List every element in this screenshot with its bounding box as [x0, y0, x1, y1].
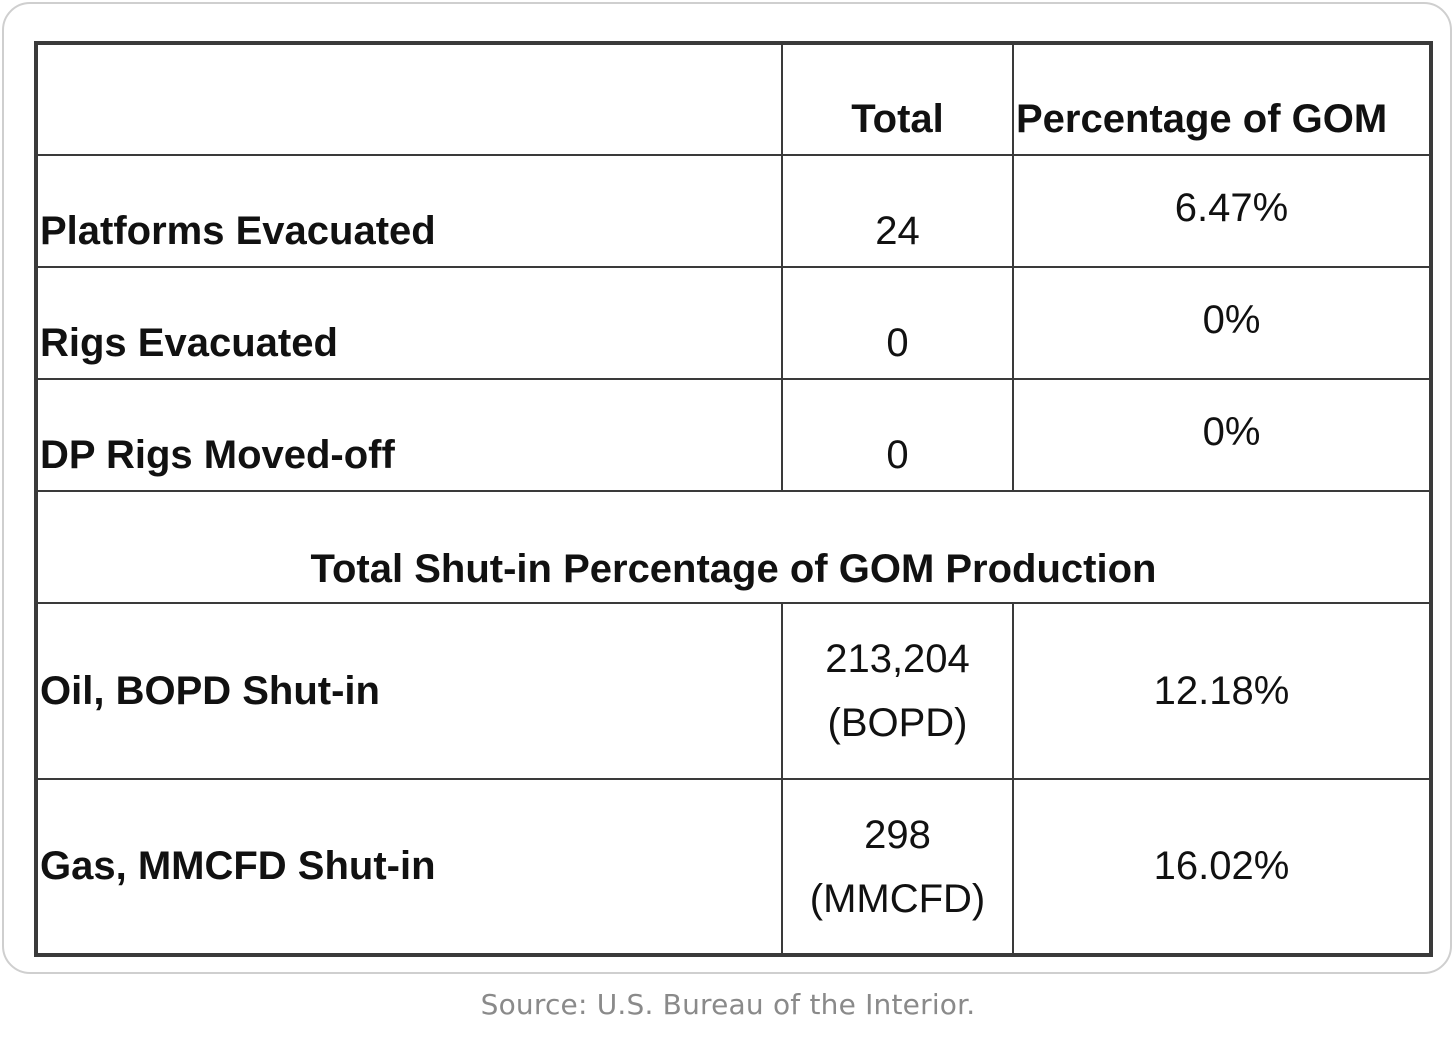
table-row: Gas, MMCFD Shut-in 298 (MMCFD) 16.02%: [35, 778, 1432, 956]
table-card: Total Percentage of GOM Platforms Evacua…: [2, 2, 1452, 974]
row-total-unit: (BOPD): [827, 701, 968, 745]
row-total-value: 298: [864, 812, 931, 857]
source-caption: Source: U.S. Bureau of the Interior.: [480, 988, 976, 1021]
row-total: 0: [781, 266, 1014, 380]
row-total-unit: (MMCFD): [809, 876, 986, 921]
row-label: Oil, BOPD Shut-in: [35, 602, 783, 780]
row-total-value: 213,204: [825, 637, 970, 681]
table-row: Rigs Evacuated 0 0%: [35, 266, 1432, 380]
row-percentage: 12.18%: [1012, 602, 1432, 780]
shut-in-table: Total Percentage of GOM Platforms Evacua…: [34, 41, 1433, 957]
row-total: 24: [781, 154, 1014, 268]
row-label: Rigs Evacuated: [35, 266, 783, 380]
row-total: 213,204 (BOPD): [781, 602, 1014, 780]
row-percentage: 0%: [1012, 378, 1432, 492]
row-total: 0: [781, 378, 1014, 492]
section-row: Total Shut-in Percentage of GOM Producti…: [35, 490, 1432, 604]
row-label: Platforms Evacuated: [35, 154, 783, 268]
header-percentage: Percentage of GOM: [1012, 42, 1432, 156]
row-label: DP Rigs Moved-off: [35, 378, 783, 492]
table-row: Platforms Evacuated 24 6.47%: [35, 154, 1432, 268]
table-row: Oil, BOPD Shut-in 213,204 (BOPD) 12.18%: [35, 602, 1432, 780]
row-percentage: 6.47%: [1012, 154, 1432, 268]
table-header-row: Total Percentage of GOM: [35, 42, 1432, 156]
header-label-cell: [35, 42, 783, 156]
header-total: Total: [781, 42, 1014, 156]
row-label: Gas, MMCFD Shut-in: [35, 778, 783, 956]
table-row: DP Rigs Moved-off 0 0%: [35, 378, 1432, 492]
row-total: 298 (MMCFD): [781, 778, 1014, 956]
section-title: Total Shut-in Percentage of GOM Producti…: [35, 490, 1432, 604]
row-percentage: 16.02%: [1012, 778, 1432, 956]
row-percentage: 0%: [1012, 266, 1432, 380]
